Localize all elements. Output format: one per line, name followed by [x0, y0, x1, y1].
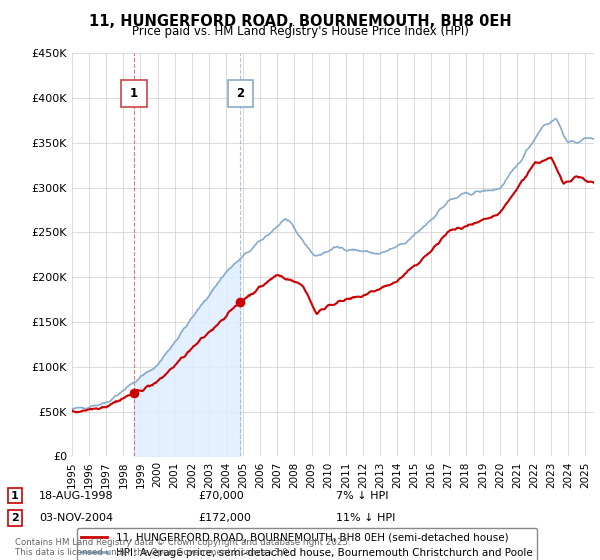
Text: 2: 2: [236, 87, 244, 100]
FancyBboxPatch shape: [227, 80, 253, 107]
Text: Contains HM Land Registry data © Crown copyright and database right 2025.
This d: Contains HM Land Registry data © Crown c…: [15, 538, 350, 557]
Text: 11% ↓ HPI: 11% ↓ HPI: [336, 513, 395, 523]
Text: 2: 2: [11, 513, 19, 523]
FancyBboxPatch shape: [121, 80, 147, 107]
Text: £70,000: £70,000: [198, 491, 244, 501]
Text: 1: 1: [130, 87, 138, 100]
Legend: 11, HUNGERFORD ROAD, BOURNEMOUTH, BH8 0EH (semi-detached house), HPI: Average pr: 11, HUNGERFORD ROAD, BOURNEMOUTH, BH8 0E…: [77, 528, 536, 560]
Text: 11, HUNGERFORD ROAD, BOURNEMOUTH, BH8 0EH: 11, HUNGERFORD ROAD, BOURNEMOUTH, BH8 0E…: [89, 14, 511, 29]
Text: 03-NOV-2004: 03-NOV-2004: [39, 513, 113, 523]
Text: 7% ↓ HPI: 7% ↓ HPI: [336, 491, 389, 501]
Text: 18-AUG-1998: 18-AUG-1998: [39, 491, 113, 501]
Text: Price paid vs. HM Land Registry's House Price Index (HPI): Price paid vs. HM Land Registry's House …: [131, 25, 469, 38]
Text: 1: 1: [11, 491, 19, 501]
Text: £172,000: £172,000: [198, 513, 251, 523]
